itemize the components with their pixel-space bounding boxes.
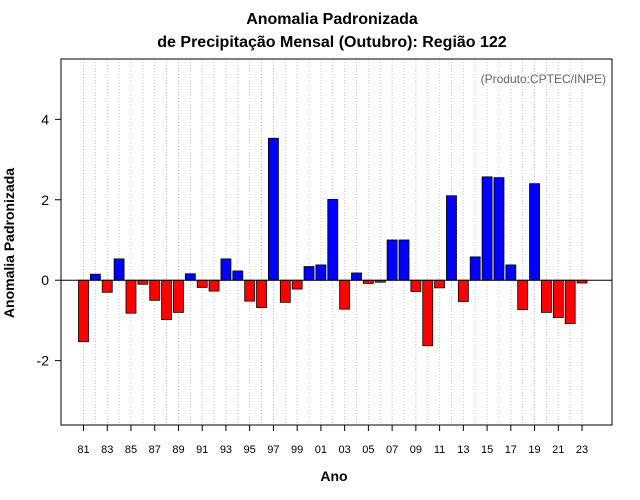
bar-2017 [505, 264, 517, 281]
bar-1986 [137, 279, 149, 285]
x-tick-label: 21 [552, 444, 564, 456]
x-tick-label: 05 [362, 444, 374, 456]
bar-2004 [351, 272, 362, 281]
bar-2001 [315, 264, 327, 281]
bar-1991 [196, 279, 208, 288]
bar-2012 [446, 195, 457, 281]
x-tick-label: 85 [125, 444, 137, 456]
x-tick-label: 83 [101, 444, 113, 456]
bar-1983 [101, 279, 113, 293]
plot-frame [60, 58, 613, 426]
bar-1999 [291, 279, 303, 290]
bar-1988 [161, 279, 172, 321]
bar-2021 [552, 279, 564, 319]
bar-1984 [113, 258, 125, 281]
bar-2022 [564, 279, 576, 325]
bar-1998 [279, 279, 291, 303]
y-axis: -2 0 2 4 [37, 111, 61, 369]
x-axis: 81 83 85 87 89 91 93 95 97 99 01 03 05 07 09 11 13 15 17 19… [77, 425, 588, 456]
bar-1997 [268, 137, 279, 281]
bars [78, 137, 588, 347]
x-tick-label: 01 [315, 444, 327, 456]
bar-1992 [208, 279, 220, 292]
bar-1994 [232, 270, 244, 281]
x-tick-label: 07 [386, 444, 398, 456]
bar-1985 [125, 279, 137, 314]
x-tick-label: 91 [196, 444, 208, 456]
x-tick-label: 23 [576, 444, 588, 456]
x-tick-label: 17 [505, 444, 517, 456]
bar-1987 [149, 279, 161, 301]
bar-2019 [529, 183, 540, 281]
chart-subtitle: de Precipitação Mensal (Outubro): Região… [157, 34, 507, 51]
bar-2008 [398, 239, 410, 281]
bar-1981 [78, 279, 89, 343]
credit-label: (Produto:CPTEC/INPE) [481, 72, 606, 86]
bar-2018 [517, 279, 529, 310]
x-tick-label: 11 [434, 444, 445, 456]
bar-1989 [173, 279, 184, 313]
bar-2009 [410, 279, 422, 292]
bar-2010 [422, 279, 434, 347]
bar-2000 [303, 266, 315, 281]
bar-2015 [481, 176, 493, 281]
y-tick-label: 2 [41, 192, 49, 208]
bar-2002 [327, 198, 339, 281]
bar-2013 [457, 279, 469, 302]
x-tick-label: 99 [291, 444, 303, 456]
y-axis-label: Anomalia Padronizada [1, 168, 17, 318]
chart-title: Anomalia Padronizada [246, 11, 418, 28]
x-tick-label: 93 [220, 444, 232, 456]
x-tick-label: 87 [149, 444, 161, 456]
bar-2003 [339, 279, 351, 310]
x-tick-label: 19 [528, 444, 540, 456]
x-tick-label: 89 [172, 444, 184, 456]
y-tick-label: 0 [41, 272, 49, 288]
x-tick-label: 97 [267, 444, 279, 456]
x-tick-label: 13 [457, 444, 469, 456]
bar-1996 [256, 279, 267, 308]
x-tick-label: 03 [339, 444, 351, 456]
x-axis-label: Ano [320, 468, 347, 484]
bar-2020 [541, 279, 552, 313]
y-tick-label: -2 [37, 353, 50, 369]
x-tick-label: 09 [410, 444, 422, 456]
x-tick-label: 95 [244, 444, 256, 456]
bar-1982 [89, 273, 101, 281]
x-tick-label: 81 [77, 444, 89, 456]
y-tick-label: 4 [41, 111, 49, 127]
bar-2014 [469, 256, 481, 281]
bar-2007 [386, 239, 398, 281]
bar-2011 [434, 279, 446, 289]
bar-1995 [244, 279, 256, 302]
bar-2016 [493, 177, 505, 281]
x-tick-label: 15 [481, 444, 493, 456]
bar-1993 [220, 258, 232, 281]
bar-1990 [184, 273, 196, 281]
